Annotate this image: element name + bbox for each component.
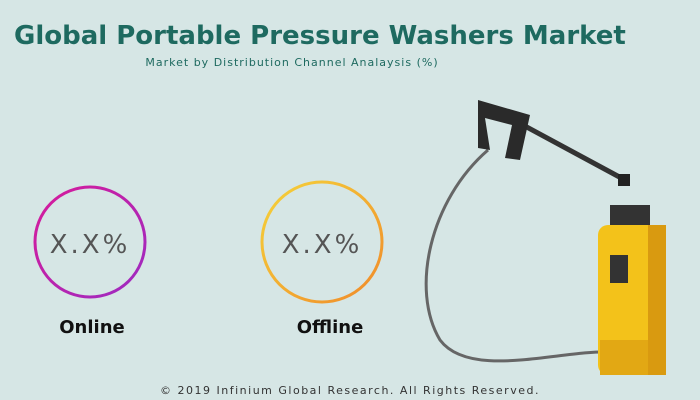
offline-value: X.X% <box>282 230 363 260</box>
offline-label: Offline <box>297 317 364 338</box>
pressure-washer <box>424 100 666 375</box>
footer: © 2019 Infinium Global Research. All Rig… <box>160 384 540 397</box>
offline-ring <box>260 180 384 304</box>
subtitle: Market by Distribution Channel Analaysis… <box>145 56 438 69</box>
online-label: Online <box>59 317 124 338</box>
online-value: X.X% <box>50 230 131 260</box>
title: Global Portable Pressure Washers Market <box>14 21 626 51</box>
online-ring <box>33 185 147 299</box>
